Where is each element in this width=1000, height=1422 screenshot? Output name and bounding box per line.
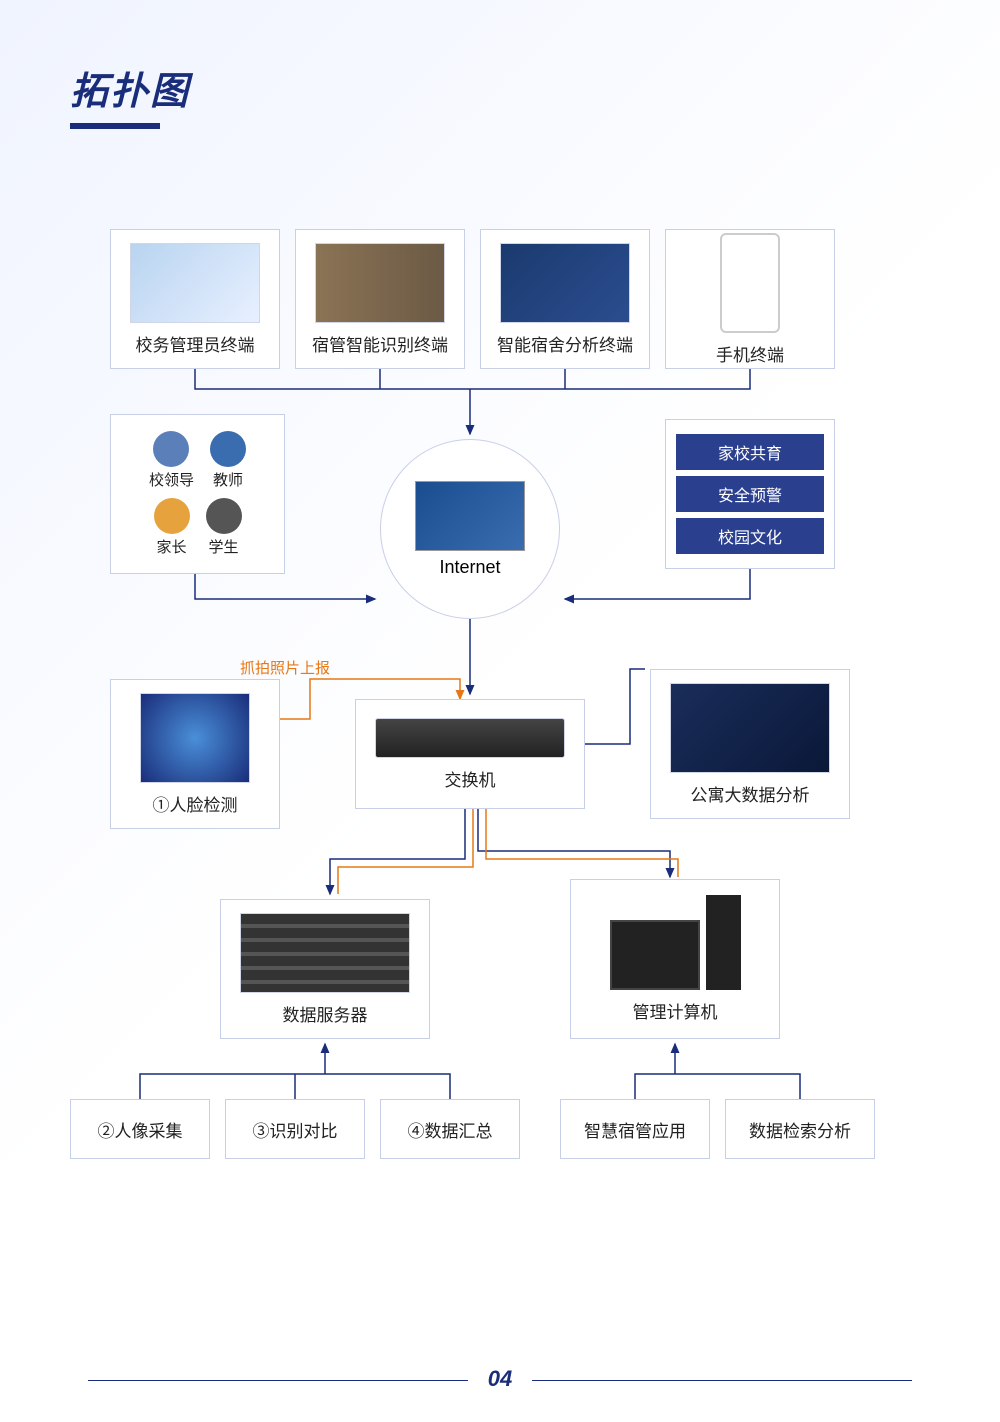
node-admin-terminal: 校务管理员终端 [110, 229, 280, 369]
tag-3: 校园文化 [676, 518, 824, 554]
label: 校务管理员终端 [136, 331, 255, 356]
topology-diagram: 校务管理员终端 宿管智能识别终端 智能宿舍分析终端 手机终端 校领导 教师 家长… [70, 179, 930, 1279]
title-underline [70, 123, 160, 129]
node-internet: Internet [380, 439, 560, 619]
node-recognition-compare: ③识别对比 [225, 1099, 365, 1159]
node-big-data: 公寓大数据分析 [650, 669, 850, 819]
role-parent: 家长 [154, 498, 190, 557]
label: 数据服务器 [283, 1001, 368, 1026]
node-data-search: 数据检索分析 [725, 1099, 875, 1159]
label: ①人脸检测 [153, 791, 238, 816]
node-server: 数据服务器 [220, 899, 430, 1039]
node-dorm-recognition: 宿管智能识别终端 [295, 229, 465, 369]
node-portrait-collect: ②人像采集 [70, 1099, 210, 1159]
label: 手机终端 [716, 341, 784, 366]
internet-icon [415, 481, 525, 551]
node-mobile-terminal: 手机终端 [665, 229, 835, 369]
tag-2: 安全预警 [676, 476, 824, 512]
capture-upload-label: 抓拍照片上报 [240, 657, 330, 678]
label: 交换机 [445, 766, 496, 791]
label: Internet [439, 557, 500, 578]
node-data-summary: ④数据汇总 [380, 1099, 520, 1159]
node-tags: 家校共育 安全预警 校园文化 [665, 419, 835, 569]
label: 宿管智能识别终端 [312, 331, 448, 356]
node-mgmt-pc: 管理计算机 [570, 879, 780, 1039]
node-roles: 校领导 教师 家长 学生 [110, 414, 285, 574]
node-switch: 交换机 [355, 699, 585, 809]
role-student: 学生 [206, 498, 242, 557]
role-teacher: 教师 [210, 431, 246, 490]
label: 智能宿舍分析终端 [497, 331, 633, 356]
tag-1: 家校共育 [676, 434, 824, 470]
page-title: 拓扑图 [70, 60, 930, 115]
node-dorm-analysis: 智能宿舍分析终端 [480, 229, 650, 369]
node-face-detect: ①人脸检测 [110, 679, 280, 829]
role-leader: 校领导 [149, 431, 194, 490]
label: 公寓大数据分析 [691, 781, 810, 806]
node-smart-dorm-app: 智慧宿管应用 [560, 1099, 710, 1159]
page-number: 04 [0, 1366, 1000, 1392]
label: 管理计算机 [633, 998, 718, 1023]
